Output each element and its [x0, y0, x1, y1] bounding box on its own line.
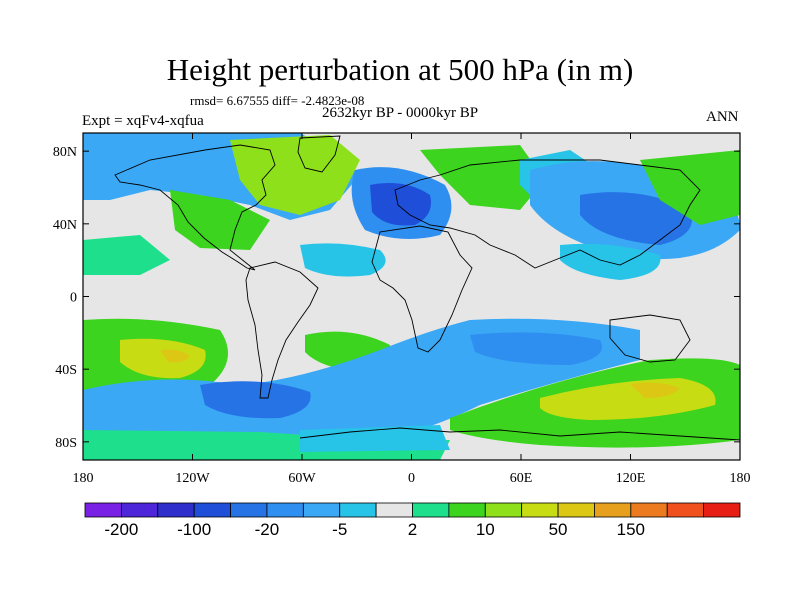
colorbar-swatch [484, 502, 523, 518]
colorbar-swatch [193, 502, 231, 518]
region-antarctic-green [83, 430, 450, 460]
lon-tick-label: 60W [288, 471, 316, 486]
region-siberia-green [420, 145, 545, 210]
colorbar-label: 50 [549, 520, 568, 539]
colorbar-swatch [375, 502, 413, 518]
colorbar-swatch [84, 502, 122, 518]
region-south-indian-core [630, 382, 680, 398]
lon-tick-label: 180 [73, 471, 94, 486]
lat-tick-label: 40S [55, 363, 77, 378]
region-southern-ocean-core [200, 381, 311, 419]
africa-coast [371, 225, 473, 353]
greenland-coast [297, 135, 341, 173]
colorbar-swatch [266, 502, 304, 518]
colorbar-label: -20 [255, 520, 280, 539]
region-east-asia-green [640, 150, 740, 225]
lon-tick-label: 180 [730, 471, 751, 486]
coastlines [114, 135, 740, 441]
region-south-pacific-yellow [120, 338, 206, 379]
region-antarctic-teal [300, 425, 450, 452]
region-pacific-green [170, 190, 270, 250]
colorbar-swatch [557, 502, 595, 518]
colorbar-label: 150 [617, 520, 645, 539]
region-west-atlantic-green [83, 235, 170, 275]
lon-tick-label: 120E [616, 471, 646, 486]
lat-tick-label: 80N [53, 145, 77, 160]
time-period: 2632kyr BP - 0000kyr BP [322, 105, 479, 121]
region-north-pacific-core [580, 192, 692, 245]
colorbar-swatch [302, 502, 341, 518]
antarctica-coast [299, 427, 740, 441]
colorbar-swatch [339, 502, 377, 518]
season-label: ANN [706, 109, 739, 125]
plot-title: Height perturbation at 500 hPa (in m) [166, 52, 634, 87]
colorbar-label: -5 [332, 520, 347, 539]
south-america-coast [245, 261, 319, 399]
colorbar-labels: -200 -100 -20 -5 2 10 50 150 [104, 520, 645, 539]
colorbar-label: 10 [476, 520, 495, 539]
colorbar-swatch [630, 502, 668, 518]
region-tropical-teal-1 [300, 243, 386, 277]
colorbar-label: -200 [104, 520, 138, 539]
colorbar-label: -100 [177, 520, 211, 539]
lat-tick-label: 0 [70, 291, 77, 306]
colorbar-swatch [521, 502, 559, 518]
colorbar-swatch [157, 502, 195, 518]
australia-coast [609, 314, 691, 363]
lon-tick-label: 60E [510, 471, 533, 486]
lat-tick-label: 80S [55, 436, 77, 451]
axis-ticks [82, 133, 741, 460]
colorbar-swatch [448, 502, 486, 518]
experiment-label: Expt = xqFv4-xqfua [82, 113, 204, 129]
colorbar-label: 2 [408, 520, 417, 539]
axis-tick-labels: 80N 40N 0 40S 80S 180 120W 60W 0 60E 120E 180 [53, 145, 751, 486]
colorbar [84, 502, 741, 518]
region-arctic-green [230, 135, 360, 215]
north-america-coast [114, 144, 276, 271]
region-south-pacific-core [160, 349, 190, 363]
colorbar-swatch [594, 502, 632, 518]
region-south-indian-blue [470, 332, 602, 365]
lat-tick-label: 40N [53, 218, 77, 233]
lon-tick-label: 0 [408, 471, 415, 486]
map-field [83, 133, 740, 460]
colorbar-swatch [412, 502, 450, 518]
colorbar-swatch [666, 502, 705, 518]
colorbar-swatch [120, 502, 159, 518]
eurasia-coast [394, 159, 701, 269]
rmsd-stats: rmsd= 6.67555 diff= -2.4823e-08 [190, 93, 365, 108]
colorbar-swatch [230, 502, 268, 518]
region-eurasia-core [370, 182, 431, 226]
colorbar-swatch [703, 502, 741, 518]
lon-tick-label: 120W [175, 471, 210, 486]
